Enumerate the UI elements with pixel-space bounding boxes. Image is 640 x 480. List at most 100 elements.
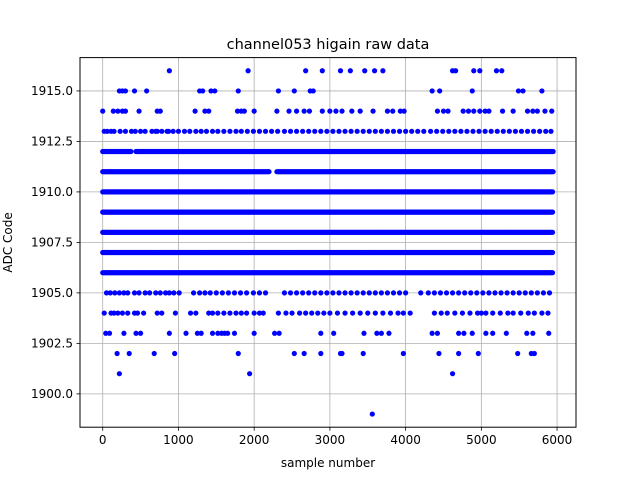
data-point: [440, 128, 446, 134]
data-point: [136, 108, 142, 114]
data-point: [372, 290, 378, 296]
data-point: [503, 330, 509, 336]
data-point: [251, 310, 257, 316]
data-point: [151, 350, 157, 357]
data-point: [482, 108, 488, 114]
data-point: [213, 290, 219, 296]
data-point: [306, 128, 312, 134]
data-point: [266, 169, 272, 175]
data-point: [237, 290, 244, 296]
data-point: [104, 128, 110, 134]
data-point: [361, 330, 367, 336]
data-point: [518, 128, 525, 134]
data-point: [437, 290, 444, 296]
data-point: [319, 108, 325, 114]
data-point: [219, 290, 225, 296]
data-point: [132, 128, 138, 134]
data-point: [488, 128, 494, 134]
data-point: [250, 290, 257, 296]
data-point: [128, 128, 135, 134]
data-point: [287, 128, 294, 134]
data-point: [470, 128, 476, 134]
data-point: [403, 290, 409, 296]
y-tick-label: 1912.5: [31, 135, 73, 149]
data-point: [147, 290, 153, 296]
data-point: [492, 290, 498, 296]
data-point: [225, 290, 232, 296]
data-point: [157, 290, 163, 296]
data-point: [157, 108, 163, 114]
data-point: [512, 128, 519, 134]
data-point: [274, 108, 280, 114]
data-point: [192, 108, 198, 114]
data-point: [550, 169, 556, 175]
data-point: [516, 290, 522, 296]
data-point: [198, 128, 204, 134]
data-point: [166, 330, 172, 336]
data-point: [444, 310, 450, 316]
data-point: [193, 310, 199, 316]
data-point: [374, 330, 380, 336]
data-point: [194, 330, 200, 336]
data-point: [428, 128, 434, 134]
data-point: [434, 128, 440, 134]
data-point: [268, 128, 275, 134]
data-point: [478, 310, 484, 316]
data-point: [221, 128, 227, 134]
y-tick-label: 1902.5: [31, 337, 73, 351]
data-point: [476, 128, 482, 134]
data-point: [531, 350, 537, 357]
data-point: [456, 350, 462, 357]
data-point: [350, 310, 356, 316]
data-point: [537, 128, 543, 134]
data-point: [334, 310, 341, 316]
data-point: [190, 290, 197, 296]
data-point: [111, 128, 117, 134]
data-point: [434, 330, 441, 336]
y-tick-label: 1900.0: [31, 387, 73, 401]
data-point: [550, 148, 556, 155]
data-point: [407, 310, 413, 316]
data-point: [122, 88, 129, 94]
y-tick-label: 1910.0: [31, 185, 73, 199]
data-point: [471, 68, 477, 74]
data-point: [215, 330, 221, 336]
data-point: [438, 310, 444, 316]
data-point: [137, 330, 144, 336]
data-point: [357, 310, 363, 316]
data-point: [170, 128, 176, 134]
data-point: [197, 290, 203, 296]
y-tick-label: 1907.5: [31, 236, 73, 250]
data-point: [275, 310, 281, 316]
data-point: [175, 128, 182, 134]
data-point: [418, 290, 424, 296]
data-point: [499, 108, 506, 114]
data-point: [131, 88, 138, 94]
data-point: [384, 128, 391, 134]
data-point: [349, 108, 355, 114]
data-point: [256, 310, 263, 316]
data-point: [475, 350, 481, 357]
data-point: [193, 128, 199, 134]
data-point: [460, 108, 466, 114]
data-point: [390, 290, 397, 296]
data-point: [434, 108, 441, 114]
data-point: [366, 290, 372, 296]
data-point: [469, 330, 475, 336]
data-point: [542, 108, 548, 114]
data-point: [421, 128, 427, 134]
data-point: [121, 330, 127, 336]
data-point: [293, 290, 300, 296]
data-point: [103, 290, 110, 296]
data-point: [262, 128, 269, 134]
data-point: [415, 128, 421, 134]
data-point: [154, 310, 160, 316]
data-point: [354, 290, 360, 296]
data-point: [141, 310, 147, 316]
data-point: [467, 310, 473, 316]
data-point: [397, 108, 403, 114]
data-point: [153, 290, 159, 296]
data-point: [321, 310, 327, 316]
data-point: [187, 128, 193, 134]
